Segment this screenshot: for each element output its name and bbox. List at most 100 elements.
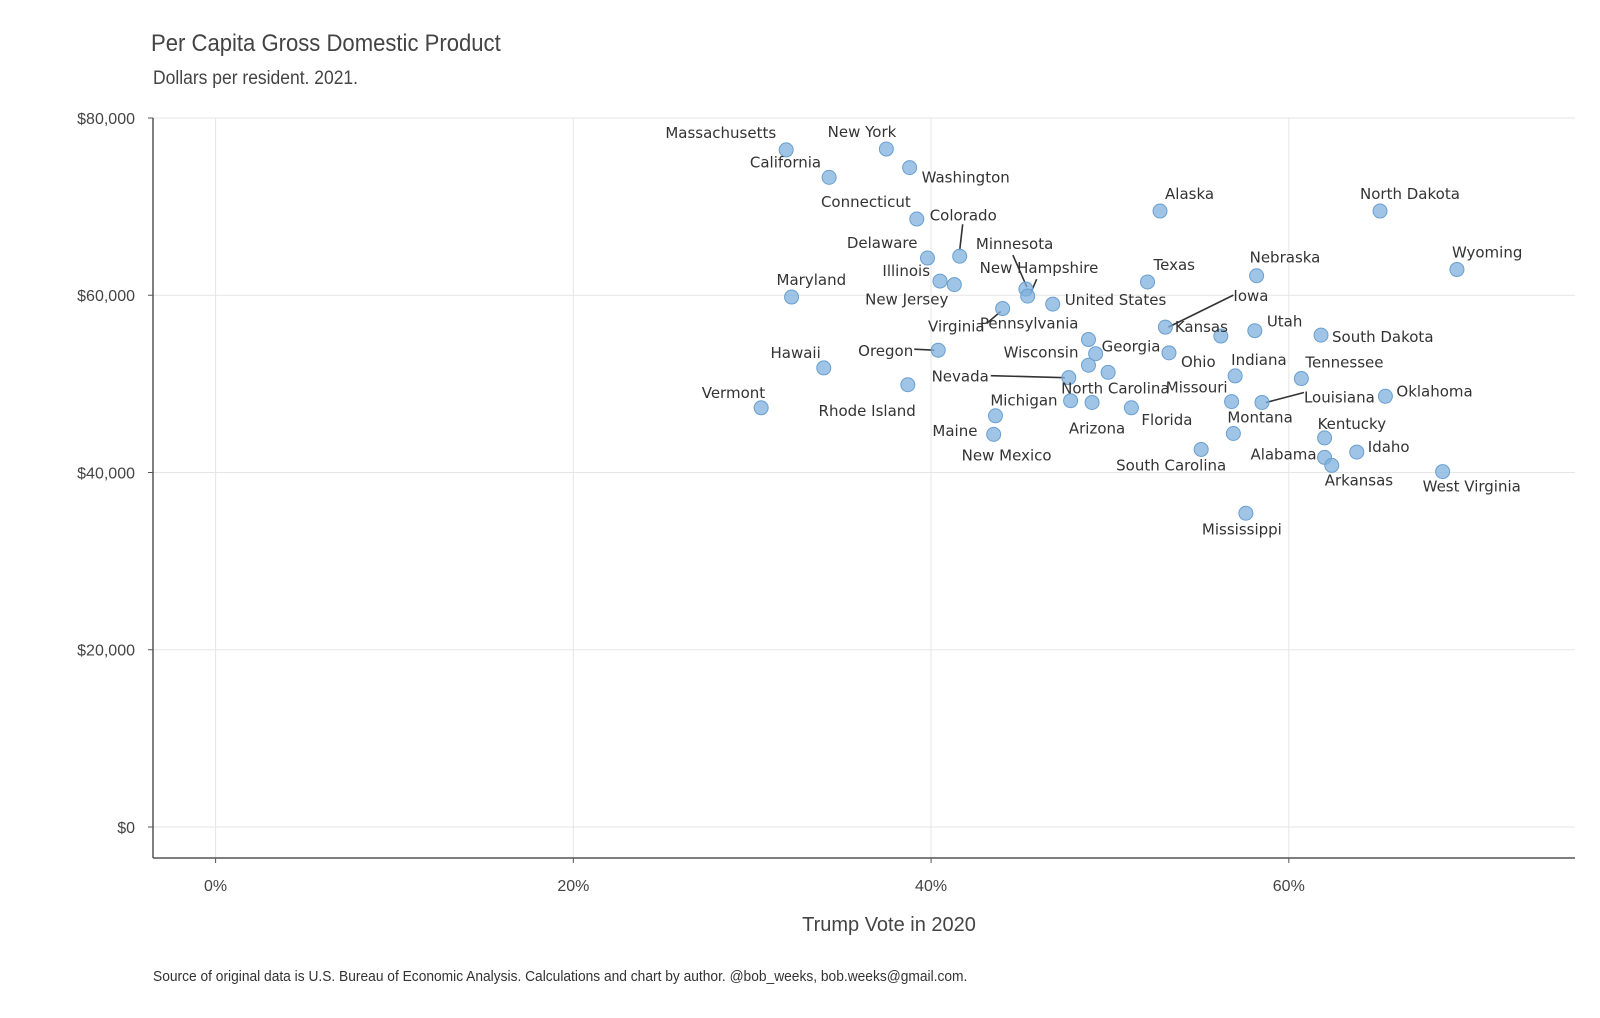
point-label: New Hampshire (980, 259, 1099, 277)
x-tick-label: 0% (204, 878, 227, 895)
chart-title: Per Capita Gross Domestic Product (151, 30, 501, 57)
leader-line (958, 224, 964, 251)
data-point (1449, 262, 1465, 278)
data-point (1140, 274, 1156, 290)
data-point (1213, 328, 1229, 344)
data-point (1123, 400, 1139, 416)
point-label: Montana (1227, 408, 1292, 426)
point-label: Arizona (1069, 419, 1125, 437)
point-label: Massachusetts (665, 124, 776, 142)
data-point (932, 273, 948, 289)
data-point (902, 160, 918, 176)
data-point (1254, 394, 1270, 410)
data-point (946, 277, 962, 293)
data-point (909, 211, 925, 227)
point-label: Hawaii (770, 344, 820, 362)
leader-line (990, 374, 1065, 379)
point-label: Rhode Island (819, 402, 916, 420)
data-point (1372, 203, 1388, 219)
point-label: Connecticut (821, 193, 911, 211)
data-point (1349, 444, 1365, 460)
point-label: New Mexico (962, 446, 1052, 464)
data-point (821, 169, 837, 185)
data-point (1088, 346, 1104, 362)
data-point (986, 426, 1002, 442)
point-label: Virginia (928, 318, 985, 336)
data-point (1227, 368, 1243, 384)
point-label: Michigan (990, 392, 1057, 410)
point-labels: Massachusetts New York California Washingto… (665, 123, 1522, 538)
data-point (987, 408, 1003, 424)
data-point (1238, 505, 1254, 521)
data-point (753, 400, 769, 416)
point-label: South Carolina (1116, 456, 1226, 474)
data-point (1377, 388, 1393, 404)
point-label: Maryland (777, 271, 847, 289)
grid-lines (153, 117, 1575, 858)
y-tick-label: $60,000 (77, 288, 135, 305)
data-point (1152, 203, 1168, 219)
point-label: Delaware (847, 234, 918, 252)
data-point (1020, 288, 1036, 304)
point-label: Wyoming (1452, 244, 1522, 262)
data-point (1435, 464, 1451, 480)
point-label: Nevada (932, 368, 989, 386)
point-label: Arkansas (1325, 471, 1394, 489)
point-label: Wisconsin (1004, 343, 1079, 361)
point-label: Oregon (858, 342, 913, 360)
y-tick-label: $0 (117, 820, 135, 837)
data-point (816, 360, 832, 376)
data-point (778, 142, 794, 158)
data-point (1080, 357, 1096, 373)
point-label: Pennsylvania (980, 315, 1079, 333)
point-label: Florida (1141, 411, 1192, 429)
data-point (900, 377, 916, 393)
label-leader-lines (914, 224, 1305, 404)
data-point (1224, 394, 1240, 410)
point-label: Kentucky (1318, 415, 1387, 433)
data-point (1100, 364, 1116, 380)
data-point (1193, 441, 1209, 457)
point-label: Vermont (702, 384, 766, 402)
y-tick-label: $40,000 (77, 465, 135, 482)
data-point (1249, 268, 1265, 284)
point-label: North Dakota (1360, 185, 1460, 203)
point-label: Illinois (882, 262, 930, 280)
point-label: Colorado (930, 206, 997, 224)
x-axis-title: Trump Vote in 2020 (802, 914, 976, 936)
point-label: Mississippi (1202, 520, 1282, 538)
x-tick-label: 20% (557, 878, 589, 895)
point-label: Ohio (1181, 353, 1216, 371)
axes: 0% 20% 40% 60% $0 $20,000 $40,000 $60,000 $80,00… (77, 111, 1575, 895)
point-label: Kansas (1175, 318, 1228, 336)
y-tick-label: $20,000 (77, 643, 135, 660)
point-label: Washington (922, 169, 1010, 187)
point-label: Missouri (1166, 379, 1228, 397)
data-point (1161, 345, 1177, 361)
data-point (919, 250, 935, 266)
data-point (1063, 393, 1079, 409)
data-point (1080, 332, 1096, 348)
leader-line (1168, 294, 1234, 328)
point-label: Tennessee (1304, 354, 1383, 372)
data-point (952, 248, 968, 264)
point-label: Louisiana (1304, 388, 1375, 406)
data-point (1061, 370, 1077, 386)
point-label: California (750, 153, 821, 171)
data-point (1317, 430, 1333, 446)
data-point (1247, 323, 1263, 339)
point-label: Texas (1153, 256, 1196, 274)
x-tick-label: 40% (915, 878, 947, 895)
point-label: New Jersey (865, 291, 948, 309)
data-point (1045, 296, 1061, 312)
point-label: Iowa (1233, 287, 1268, 305)
leader-line (1265, 391, 1305, 404)
data-point (995, 301, 1011, 317)
point-label: Utah (1267, 313, 1303, 331)
point-label: South Dakota (1332, 328, 1434, 346)
point-label: Idaho (1368, 438, 1410, 456)
point-label: Oklahoma (1396, 382, 1472, 400)
point-label: Alabama (1250, 445, 1316, 463)
point-label: Nebraska (1250, 249, 1321, 267)
